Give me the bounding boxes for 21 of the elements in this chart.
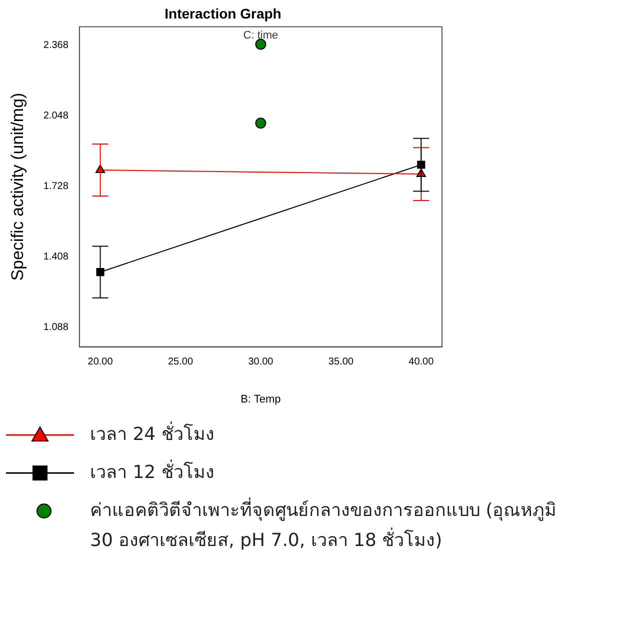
point bbox=[96, 268, 104, 276]
point bbox=[255, 38, 266, 50]
point bbox=[417, 160, 426, 169]
y-tick-label: 1.408 bbox=[43, 252, 69, 263]
y-tick-label: 1.728 bbox=[43, 181, 69, 192]
x-tick-label: 20.00 bbox=[88, 356, 114, 368]
y-tick-label: 2.048 bbox=[43, 110, 69, 122]
x-tick-label: 30.00 bbox=[248, 356, 274, 368]
y-tick-label: 2.368 bbox=[43, 40, 69, 52]
chart-title: Interaction Graph bbox=[164, 5, 282, 22]
x-tick-label: 40.00 bbox=[408, 356, 434, 368]
x-tick-label: 25.00 bbox=[168, 356, 194, 368]
point bbox=[255, 118, 266, 129]
x-tick-label: 35.00 bbox=[328, 356, 354, 368]
y-axis-title: Specific activity (unit/mg) bbox=[8, 92, 27, 281]
y-tick-label: 1.088 bbox=[43, 322, 69, 334]
legend-label: เวลา 12 ชั่วโมง bbox=[90, 458, 216, 485]
x-axis-title: B: Temp bbox=[240, 393, 281, 406]
legend-title: C: time bbox=[243, 29, 278, 42]
legend-label: ค่าแอคติวิตีจำเพาะที่จุดศูนย์กลางของการออกแบบ (อุณหภูมิ 30 องศาเซลเซียส, pH 7.0, เวลา 18 ชั่วโมง) bbox=[90, 496, 558, 553]
legend-label: เวลา 24 ชั่วโมง bbox=[90, 420, 216, 447]
